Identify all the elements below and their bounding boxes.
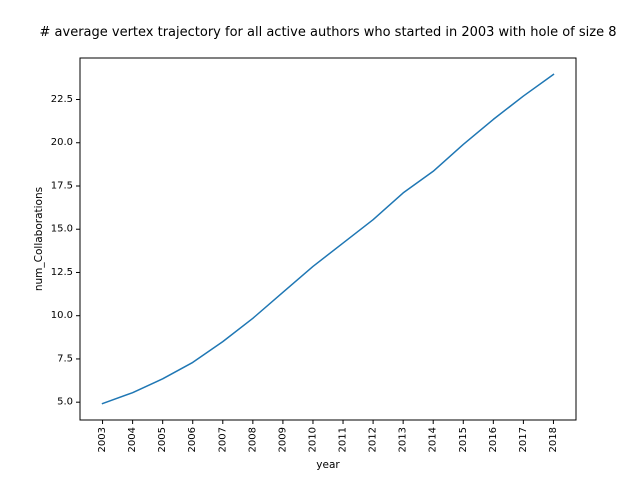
x-tick-label: 2005 xyxy=(157,427,168,452)
x-tick-label: 2013 xyxy=(398,427,409,452)
y-axis-label: num_Collaborations xyxy=(33,187,45,291)
x-tick-label: 2018 xyxy=(548,427,559,452)
x-tick-label: 2012 xyxy=(368,427,379,452)
y-tick-label: 15.0 xyxy=(51,224,73,235)
y-tick-label: 12.5 xyxy=(51,267,73,278)
y-tick-label: 10.0 xyxy=(51,310,73,321)
y-tick-label: 7.5 xyxy=(57,353,73,364)
x-tick-label: 2014 xyxy=(428,427,439,452)
x-tick-label: 2003 xyxy=(97,427,108,452)
chart-title: # average vertex trajectory for all acti… xyxy=(40,25,617,40)
x-axis-label: year xyxy=(316,459,340,471)
x-tick-label: 2016 xyxy=(488,427,499,452)
x-tick-label: 2009 xyxy=(277,427,288,452)
y-tick-label: 20.0 xyxy=(51,137,73,148)
x-tick-label: 2010 xyxy=(307,427,318,452)
series-group xyxy=(101,73,555,405)
y-tick-label: 17.5 xyxy=(51,180,73,191)
x-tick-label: 2017 xyxy=(518,427,529,452)
x-tick-label: 2004 xyxy=(127,427,138,452)
x-tick-label: 2011 xyxy=(338,427,349,452)
series-line xyxy=(101,73,555,405)
x-tick-label: 2006 xyxy=(187,427,198,452)
x-tick-label: 2008 xyxy=(247,427,258,452)
x-tick-label: 2015 xyxy=(458,427,469,452)
y-axis-ticks: 5.0 7.5 10.0 12.5 15.0 17.5 20.0 22.5 xyxy=(51,94,80,408)
plot-frame xyxy=(79,57,577,421)
x-axis-ticks: 2003 2004 2005 2006 2007 2008 2009 2010 2011 2012… xyxy=(97,420,559,452)
y-tick-label: 5.0 xyxy=(57,397,73,408)
x-tick-label: 2007 xyxy=(217,427,228,452)
y-tick-label: 22.5 xyxy=(51,94,73,105)
